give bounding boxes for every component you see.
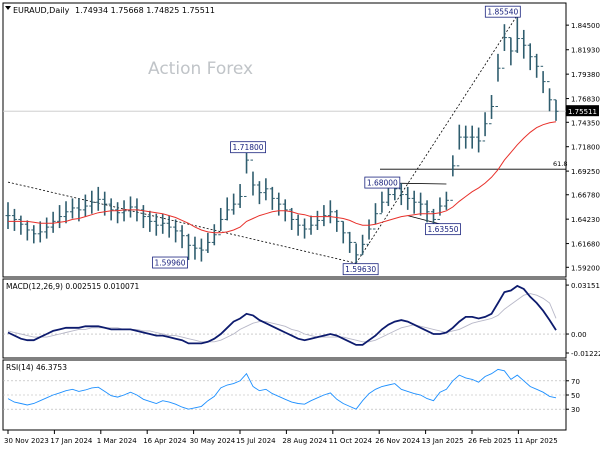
x-tick-label: 26 Feb 2025 [468,437,512,445]
header-ohlc: 1.74934 1.75668 1.74825 1.75511 [75,6,215,15]
price-label-box [425,223,461,236]
price-tick-label: 1.61680 [571,241,600,249]
price-label-box [230,141,266,154]
moving-average [8,121,557,234]
macd-tick-label: 0.031513 [571,282,600,290]
price-label-text: 1.71800 [233,143,264,152]
price-label-text: 1.85540 [487,8,518,17]
price-tick-label: 1.76830 [571,96,600,104]
x-tick-label: 16 Apr 2024 [143,437,187,445]
last-price-label: 1.75511 [568,108,597,116]
price-tick-label: 1.59200 [571,264,600,272]
watermark: Action Forex [148,59,253,79]
macd-signal-line [7,293,557,343]
rsi-plot [3,368,566,410]
rsi-line [7,368,557,410]
trendline [7,181,357,264]
price-label-text: 1.59630 [345,265,376,274]
x-tick-label: 11 Apr 2025 [514,437,557,445]
price-axis: 1.84500 1.81930 1.79380 1.76830 1.74350 1.718… [566,22,600,272]
x-tick-label: 30 Nov 2023 [4,437,49,445]
price-labels: 1.85540 1.71800 1.68000 1.63550 1.59960 1.596… [152,5,521,276]
rsi-tick-label: 70 [571,378,580,386]
macd-tick-label: 0.00 [571,331,587,339]
price-label-box [152,256,188,269]
price-bars [5,15,559,264]
macd-axis: 0.031513 0.00 -0.01222 [566,282,600,358]
moving-average-line [8,121,557,234]
price-tick-label: 1.84500 [571,22,600,30]
price-tick-label: 1.81930 [571,47,600,55]
rsi-label: RSI(14) 46.3753 [6,363,67,372]
x-tick-label: 28 Aug 2024 [282,437,327,445]
rsi-tick-label: 50 [571,392,580,400]
rsi-tick-label: 30 [571,406,580,414]
price-tick-label: 1.74350 [571,119,600,127]
header-triangle-icon [5,6,11,10]
macd-tick-label: -0.01222 [571,350,600,358]
price-panel-border [2,2,567,278]
price-tick-label: 1.69250 [571,168,600,176]
price-label-text: 1.59960 [155,259,186,268]
x-tick-label: 15 Jul 2024 [236,437,276,445]
macd-panel-border [2,278,567,359]
x-tick-label: 1 Mar 2024 [97,437,137,445]
macd-plot [3,284,566,346]
macd-main-line [7,284,557,346]
x-tick-label: 11 Oct 2024 [329,437,373,445]
header-symbol: EURAUD,Daily [13,6,70,15]
x-axis: 30 Nov 2023 17 Jan 2024 1 Mar 2024 16 Apr 2… [4,430,558,445]
last-price-box [566,105,599,117]
price-tick-label: 1.66780 [571,192,600,200]
price-label-box [364,176,401,189]
fib-61-8-label: 61.8 [553,160,567,168]
price-tick-label: 1.71800 [571,144,600,152]
price-label-box [342,263,379,276]
price-tick-label: 1.64230 [571,216,600,224]
rsi-axis: 70 50 30 [566,378,580,414]
price-label-text: 1.63550 [428,225,459,234]
macd-label: MACD(12,26,9) 0.002515 0.010071 [6,282,140,291]
x-tick-label: 17 Jan 2024 [50,437,93,445]
x-tick-label: 26 Nov 2024 [375,437,420,445]
x-tick-label: 30 May 2024 [190,437,236,445]
price-label-box [484,5,521,18]
price-label-text: 1.68000 [367,179,398,188]
x-tick-label: 13 Jan 2025 [422,437,464,445]
price-tick-label: 1.79380 [571,71,600,79]
